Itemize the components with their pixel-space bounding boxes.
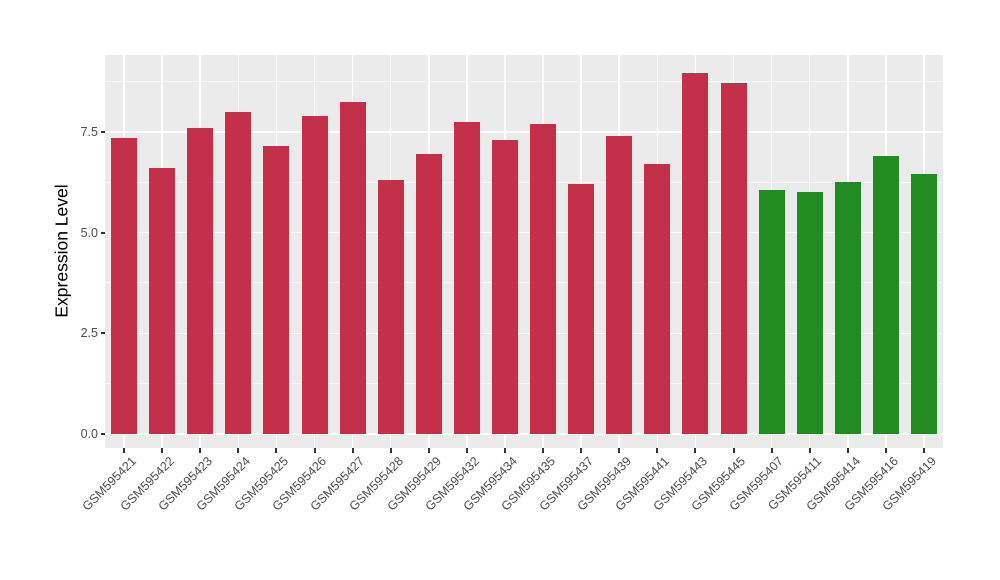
x-axis-tick-mark [427,448,430,453]
y-axis-tick-label: 2.5 [80,326,98,341]
x-axis-tick-mark [313,448,316,453]
bar-GSM595423 [187,127,214,434]
x-axis-tick-mark [846,448,849,453]
bar-GSM595441 [644,163,671,434]
bar-GSM595407 [758,190,785,434]
bar-GSM595434 [491,139,518,434]
x-axis-tick-mark [732,448,735,453]
y-axis-tick-mark [100,130,105,133]
x-axis-tick-mark [275,448,278,453]
bar-GSM595427 [339,101,366,434]
gridline-major-horizontal [105,332,943,334]
bar-GSM595414 [834,182,861,434]
x-axis-tick-mark [199,448,202,453]
gridline-minor-horizontal [105,282,943,284]
x-axis-tick-mark [922,448,925,453]
x-axis-tick-mark [123,448,126,453]
bar-GSM595421 [111,137,138,434]
bar-GSM595443 [682,73,709,434]
x-axis-tick-mark [656,448,659,453]
gridline-minor-horizontal [105,181,943,183]
gridline-minor-horizontal [105,80,943,82]
bar-GSM595424 [225,111,252,434]
bar-GSM595428 [377,180,404,434]
bar-GSM595411 [796,192,823,434]
y-axis-tick-mark [100,332,105,335]
x-axis-tick-mark [465,448,468,453]
bar-GSM595425 [263,145,290,434]
bar-GSM595416 [872,155,899,434]
x-axis-tick-mark [808,448,811,453]
plot-panel [105,55,943,448]
x-axis-tick-mark [351,448,354,453]
y-axis-tick-mark [100,433,105,435]
x-axis-tick-mark [237,448,240,453]
x-axis-tick-mark [694,448,697,453]
y-axis-tick-label: 0.0 [80,427,98,441]
bar-GSM595439 [606,135,633,434]
bar-GSM595437 [568,184,595,434]
bar-GSM595419 [910,174,937,434]
y-axis-tick-label: 7.5 [80,124,98,139]
x-axis-tick-mark [542,448,545,453]
x-axis-tick-mark [770,448,773,453]
x-axis-tick-mark [161,448,164,453]
bar-GSM595422 [149,168,176,434]
gridline-major-horizontal [105,231,943,234]
y-axis-tick-mark [100,231,105,234]
gridline-major-horizontal [105,131,943,133]
y-axis-title: Expression Level [51,184,72,318]
x-axis-tick-mark [618,448,621,453]
bar-GSM595429 [415,153,442,434]
x-axis-tick-mark [884,448,887,453]
x-axis-tick-mark [389,448,392,453]
bar-GSM595445 [720,83,747,434]
gridline-major-horizontal [105,433,943,435]
bar-GSM595426 [301,115,328,434]
bar-GSM595432 [453,121,480,434]
y-axis-tick-label: 5.0 [80,225,98,240]
x-axis-tick-mark [503,448,506,453]
bar-GSM595435 [530,123,557,434]
x-axis-tick-mark [580,448,583,453]
gridline-minor-horizontal [105,383,943,385]
